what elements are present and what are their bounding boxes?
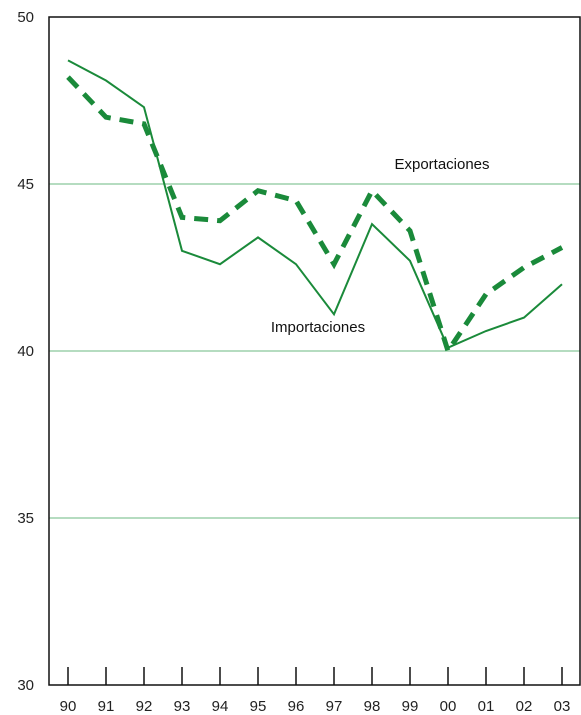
x-tick-label-97: 97 [326, 698, 343, 715]
x-tick-label-99: 99 [402, 698, 419, 715]
x-tick-label-93: 93 [174, 698, 191, 715]
x-tick-label-96: 96 [288, 698, 305, 715]
x-tick-label-94: 94 [212, 698, 229, 715]
y-tick-label-45: 45 [17, 176, 34, 193]
y-tick-label-30: 30 [17, 677, 34, 694]
x-tick-label-01: 01 [478, 698, 495, 715]
x-tick-label-00: 00 [440, 698, 457, 715]
x-axis-ticks: 90 91 92 93 94 95 96 97 98 99 00 01 02 03 [60, 667, 571, 715]
x-tick-label-03: 03 [554, 698, 571, 715]
series-label-importaciones: Importaciones [271, 319, 365, 336]
x-tick-label-90: 90 [60, 698, 77, 715]
axes [48, 16, 581, 686]
x-tick-label-95: 95 [250, 698, 267, 715]
plot-frame [48, 16, 581, 686]
series-label-exportaciones: Exportaciones [394, 156, 489, 173]
series-line-exportaciones [66, 75, 564, 357]
series-line-importaciones [67, 59, 563, 350]
y-tick-label-35: 35 [17, 510, 34, 527]
x-tick-label-91: 91 [98, 698, 115, 715]
y-axis-ticks: 30 35 40 45 50 [17, 9, 34, 694]
x-tick-label-98: 98 [364, 698, 381, 715]
y-tick-label-50: 50 [17, 9, 34, 26]
series-labels: Exportaciones Importaciones [271, 156, 490, 336]
x-tick-label-92: 92 [136, 698, 153, 715]
y-tick-label-40: 40 [17, 343, 34, 360]
series-lines [66, 59, 564, 357]
gridlines [49, 183, 580, 519]
x-tick-label-02: 02 [516, 698, 533, 715]
